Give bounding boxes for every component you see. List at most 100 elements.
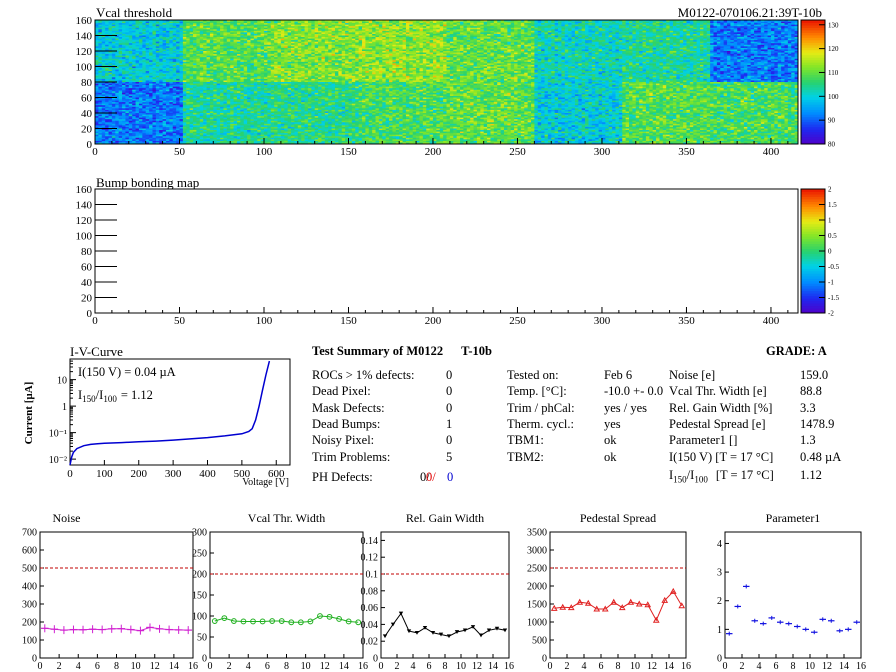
- vcal-pixel: [531, 35, 535, 38]
- vcal-pixel: [466, 37, 471, 39]
- vcal-pixel: [260, 29, 265, 32]
- vcal-pixel: [683, 29, 687, 32]
- vcal-pixel: [527, 38, 532, 41]
- vcal-pixel: [774, 38, 779, 41]
- vcal-pixel: [531, 21, 535, 24]
- vcal-pixel: [155, 43, 160, 46]
- vcal-pixel: [426, 43, 430, 46]
- vcal-pixel: [385, 27, 390, 30]
- vcal-pixel: [419, 43, 424, 46]
- vcal-pixel: [432, 23, 437, 26]
- vcal-pixel: [517, 38, 522, 41]
- vcal-pixel: [199, 26, 204, 29]
- vcal-pixel: [247, 30, 251, 33]
- vcal-pixel: [676, 41, 681, 44]
- vcal-pixel: [618, 35, 623, 38]
- vcal-pixel: [203, 44, 207, 47]
- vcal-pixel: [578, 21, 583, 24]
- vcal-pixel: [720, 32, 725, 35]
- vcal-pixel: [794, 26, 799, 29]
- vcal-pixel: [703, 44, 708, 47]
- vcal-pixel: [541, 40, 545, 43]
- vcal-pixel: [108, 33, 113, 36]
- vcal-pixel: [534, 30, 539, 33]
- vcal-pixel: [706, 40, 711, 43]
- vcal-pixel: [216, 20, 221, 22]
- vcal-pixel: [111, 20, 116, 22]
- vcal-pixel: [125, 30, 130, 33]
- vcal-pixel: [98, 23, 103, 26]
- vcal-pixel: [111, 32, 116, 35]
- vcal-pixel: [500, 23, 505, 26]
- vcal-pixel: [476, 29, 481, 32]
- vcal-pixel: [595, 41, 599, 44]
- vcal-pixel: [547, 29, 552, 32]
- vcal-pixel: [206, 40, 211, 43]
- vcal-pixel: [213, 24, 218, 27]
- vcal-pixel: [368, 44, 373, 47]
- vcal-pixel: [274, 44, 278, 47]
- vcal-pixel: [115, 32, 120, 35]
- vcal-pixel: [527, 44, 532, 47]
- vcal-pixel: [514, 29, 518, 32]
- vcal-pixel: [460, 35, 464, 38]
- vcal-pixel: [280, 46, 285, 49]
- vcal-pixel: [497, 24, 501, 27]
- vcal-pixel: [649, 37, 654, 39]
- vcal-pixel: [723, 32, 728, 35]
- vcal-pixel: [460, 43, 464, 46]
- vcal-pixel: [591, 30, 596, 33]
- vcal-pixel: [206, 46, 211, 49]
- vcal-pixel: [301, 33, 305, 36]
- vcal-pixel: [591, 40, 596, 43]
- vcal-pixel: [466, 29, 471, 32]
- vcal-pixel: [534, 23, 539, 26]
- vcal-pixel: [209, 41, 214, 44]
- vcal-pixel: [209, 38, 214, 41]
- vcal-pixel: [365, 21, 370, 24]
- vcal-pixel: [791, 37, 796, 39]
- vcal-pixel: [666, 32, 670, 35]
- vcal-pixel: [429, 29, 434, 32]
- vcal-pixel: [341, 20, 346, 22]
- vcal-pixel: [561, 27, 566, 30]
- vcal-pixel: [652, 27, 657, 30]
- vcal-pixel: [632, 35, 637, 38]
- vcal-pixel: [432, 26, 437, 29]
- vcal-pixel: [165, 26, 170, 29]
- vcal-pixel: [311, 33, 316, 36]
- vcal-pixel: [456, 35, 461, 38]
- vcal-pixel: [605, 32, 610, 35]
- vcal-pixel: [605, 35, 610, 38]
- vcal-pixel: [662, 41, 667, 44]
- vcal-pixel: [531, 33, 535, 36]
- vcal-pixel: [605, 26, 610, 29]
- vcal-pixel: [382, 33, 387, 36]
- vcal-pixel: [368, 20, 373, 22]
- vcal-pixel: [128, 46, 133, 49]
- vcal-pixel: [378, 43, 383, 46]
- vcal-pixel: [625, 41, 630, 44]
- vcal-pixel: [645, 43, 650, 46]
- vcal-pixel: [537, 41, 542, 44]
- vcal-pixel: [233, 20, 238, 22]
- vcal-pixel: [564, 37, 569, 39]
- vcal-pixel: [328, 43, 332, 46]
- vcal-pixel: [757, 35, 762, 38]
- vcal-pixel: [253, 21, 258, 24]
- vcal-pixel: [743, 37, 748, 39]
- vcal-pixel: [476, 33, 481, 36]
- vcal-pixel: [699, 27, 704, 30]
- vcal-pixel: [270, 38, 275, 41]
- vcal-pixel: [514, 41, 518, 44]
- vcal-pixel: [233, 41, 238, 44]
- vcal-pixel: [666, 41, 670, 44]
- vcal-pixel: [612, 33, 616, 36]
- vcal-pixel: [791, 30, 796, 33]
- vcal-pixel: [503, 24, 508, 27]
- vcal-pixel: [770, 40, 775, 43]
- vcal-pixel: [466, 33, 471, 36]
- vcal-pixel: [416, 40, 420, 43]
- vcal-pixel: [446, 30, 451, 33]
- vcal-pixel: [473, 27, 478, 30]
